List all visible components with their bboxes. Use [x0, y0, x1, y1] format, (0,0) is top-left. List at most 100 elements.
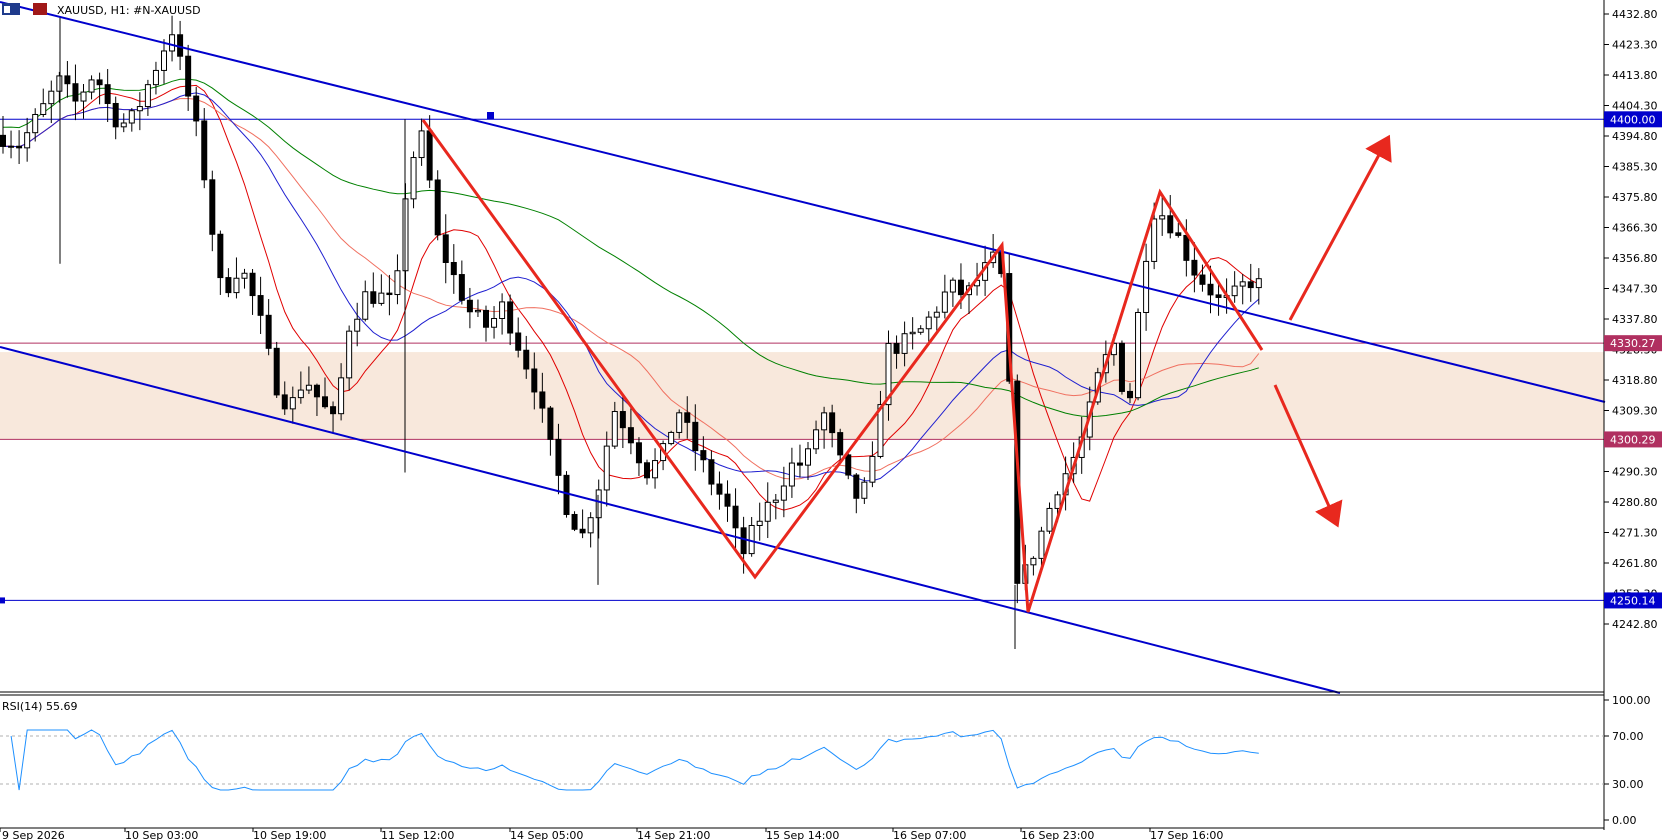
bear-candle[interactable] [273, 347, 280, 396]
bull-candle[interactable] [611, 411, 618, 447]
channel-anchor-handle[interactable] [487, 112, 494, 119]
bull-candle[interactable] [949, 279, 956, 293]
bull-candle[interactable] [362, 291, 369, 320]
bear-candle[interactable] [1215, 294, 1222, 298]
bear-candle[interactable] [724, 493, 731, 507]
bear-candle[interactable] [458, 274, 465, 301]
bear-candle[interactable] [217, 233, 224, 279]
bull-candle[interactable] [418, 130, 425, 159]
bear-candle[interactable] [893, 342, 900, 354]
bull-candle[interactable] [805, 448, 811, 466]
bear-candle[interactable] [845, 454, 852, 476]
bull-candle[interactable] [32, 113, 39, 134]
descending-channel[interactable] [0, 1, 1606, 694]
bull-candle[interactable] [297, 389, 304, 399]
bear-candle[interactable] [539, 391, 546, 409]
bull-candle[interactable] [869, 455, 876, 483]
bear-candle[interactable] [547, 407, 554, 440]
bull-candle[interactable] [764, 501, 771, 522]
bear-candle[interactable] [249, 272, 256, 297]
bull-candle[interactable] [80, 91, 87, 102]
bull-candle[interactable] [305, 384, 312, 391]
bear-candle[interactable] [1127, 390, 1133, 399]
bear-candle[interactable] [193, 95, 200, 122]
bull-candle[interactable] [233, 277, 240, 294]
channel-upper-line[interactable] [0, 1, 1606, 403]
bear-candle[interactable] [708, 459, 715, 485]
bullish-arrow[interactable] [1288, 134, 1392, 321]
bull-candle[interactable] [161, 50, 167, 71]
bull-candle[interactable] [1046, 507, 1053, 532]
bull-candle[interactable] [169, 34, 176, 52]
bear-candle[interactable] [571, 513, 578, 530]
bull-candle[interactable] [1135, 311, 1142, 399]
bear-candle[interactable] [515, 332, 522, 351]
bear-candle[interactable] [1207, 283, 1214, 296]
bear-candle[interactable] [16, 145, 23, 149]
bull-candle[interactable] [410, 157, 417, 200]
bull-candle[interactable] [499, 301, 506, 320]
bear-candle[interactable] [64, 75, 71, 85]
bear-candle[interactable] [579, 528, 586, 534]
bull-candle[interactable] [24, 132, 31, 149]
bear-candle[interactable] [450, 261, 457, 276]
bear-candle[interactable] [265, 314, 272, 349]
bull-candle[interactable] [652, 460, 659, 479]
bull-candle[interactable] [56, 75, 63, 92]
bear-candle[interactable] [426, 130, 433, 181]
bear-candle[interactable] [434, 179, 441, 236]
bear-candle[interactable] [313, 384, 320, 398]
bear-candle[interactable] [796, 462, 803, 466]
bear-candle[interactable] [1167, 215, 1174, 234]
bull-candle[interactable] [595, 489, 602, 519]
bear-candle[interactable] [627, 427, 634, 444]
bull-candle[interactable] [909, 331, 916, 335]
bull-candle[interactable] [120, 122, 127, 128]
bull-candle[interactable] [1054, 494, 1061, 509]
bull-candle[interactable] [48, 90, 55, 105]
bull-candle[interactable] [933, 311, 940, 318]
bear-candle[interactable] [1247, 281, 1254, 289]
bull-candle[interactable] [885, 342, 892, 406]
bear-candle[interactable] [531, 368, 538, 393]
bull-candle[interactable] [241, 272, 248, 279]
bull-candle[interactable] [780, 485, 787, 501]
bear-candle[interactable] [523, 349, 530, 370]
bear-candle[interactable] [684, 412, 691, 423]
bull-candle[interactable] [1151, 218, 1158, 262]
bear-candle[interactable] [185, 55, 192, 97]
bull-candle[interactable] [1038, 530, 1045, 559]
bull-candle[interactable] [748, 524, 755, 555]
bull-candle[interactable] [144, 84, 151, 108]
bull-candle[interactable] [152, 69, 159, 86]
bear-candle[interactable] [96, 79, 103, 86]
bull-candle[interactable] [877, 404, 884, 457]
bear-candle[interactable] [466, 299, 473, 313]
bull-candle[interactable] [354, 318, 361, 332]
bull-candle[interactable] [378, 292, 385, 304]
zigzag-pattern[interactable] [421, 119, 1392, 613]
bull-candle[interactable] [338, 377, 345, 415]
bear-candle[interactable] [322, 396, 328, 408]
bull-candle[interactable] [491, 318, 498, 328]
bull-candle[interactable] [1159, 215, 1166, 220]
bull-candle[interactable] [772, 499, 779, 503]
bull-candle[interactable] [587, 517, 594, 534]
bull-candle[interactable] [1030, 557, 1037, 566]
channel-lower-line[interactable] [0, 346, 1341, 694]
bear-candle[interactable] [112, 102, 119, 128]
bull-candle[interactable] [676, 412, 683, 433]
bull-candle[interactable] [821, 412, 828, 431]
bear-candle[interactable] [104, 84, 111, 104]
bear-candle[interactable] [370, 291, 377, 304]
bull-candle[interactable] [756, 520, 763, 526]
bull-candle[interactable] [289, 397, 296, 410]
bull-candle[interactable] [128, 110, 135, 124]
bear-candle[interactable] [386, 292, 393, 296]
bull-candle[interactable] [40, 103, 47, 115]
bear-candle[interactable] [330, 406, 337, 415]
bull-candle[interactable] [474, 309, 481, 313]
bear-candle[interactable] [700, 450, 707, 461]
bear-candle[interactable] [853, 474, 860, 499]
